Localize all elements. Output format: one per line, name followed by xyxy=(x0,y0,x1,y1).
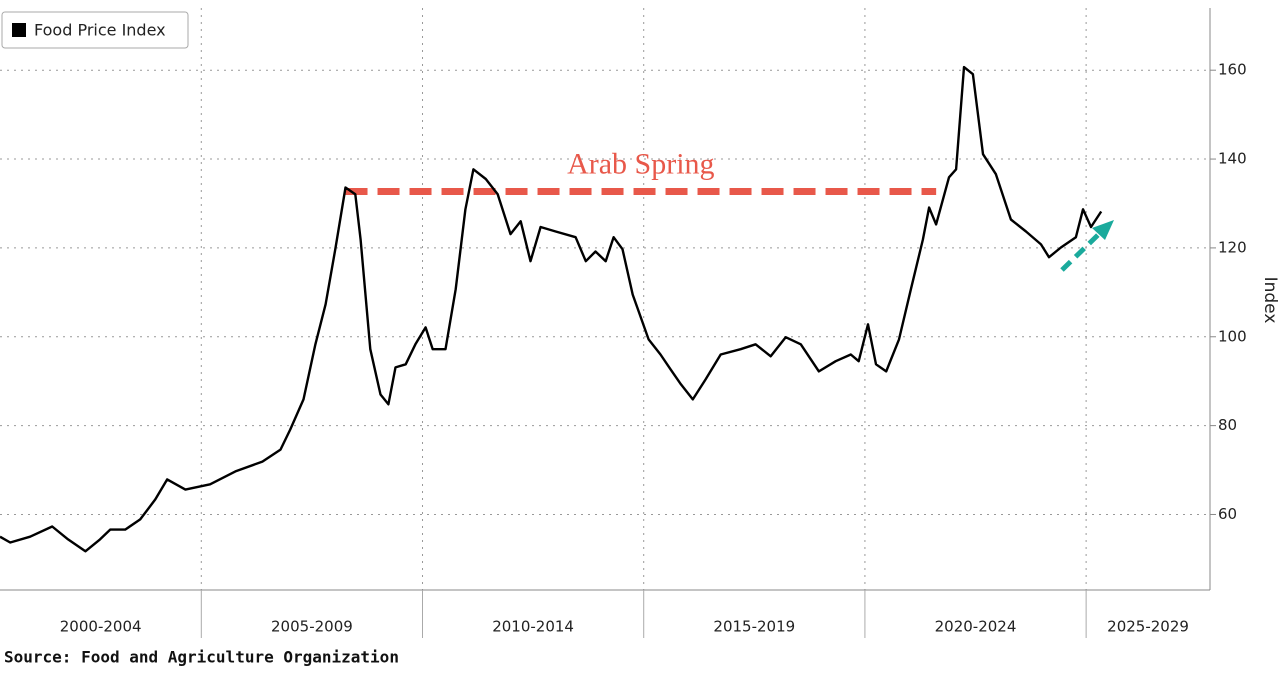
series-line xyxy=(0,65,1103,553)
x-band-label: 2015-2019 xyxy=(713,618,795,636)
legend-label: Food Price Index xyxy=(34,21,166,40)
marks xyxy=(0,65,1103,553)
trend-arrow xyxy=(1060,231,1102,272)
x-band-label: 2000-2004 xyxy=(60,618,142,636)
legend: Food Price Index xyxy=(1,11,189,49)
grid xyxy=(0,8,1210,590)
legend-swatch xyxy=(12,23,26,37)
legend-box xyxy=(1,11,189,49)
x-band-label: 2025-2029 xyxy=(1107,618,1189,636)
source: Source: Food and Agriculture Organizatio… xyxy=(4,648,399,667)
x-band-label: 2005-2009 xyxy=(271,618,353,636)
x-band-label: 2020-2024 xyxy=(935,618,1017,636)
y-tick-label: 140 xyxy=(1218,150,1247,168)
x-band-label: 2010-2014 xyxy=(492,618,574,636)
y-tick-label: 100 xyxy=(1218,327,1247,345)
y-tick-label: 60 xyxy=(1218,505,1237,523)
y-tick-label: 160 xyxy=(1218,61,1247,79)
annotation-text: Arab Spring xyxy=(567,147,714,180)
trend-arrowhead xyxy=(1092,220,1114,240)
y-tick-label: 120 xyxy=(1218,238,1247,256)
y-tick-label: 80 xyxy=(1218,416,1237,434)
y-axis-label: Index xyxy=(1260,277,1280,324)
